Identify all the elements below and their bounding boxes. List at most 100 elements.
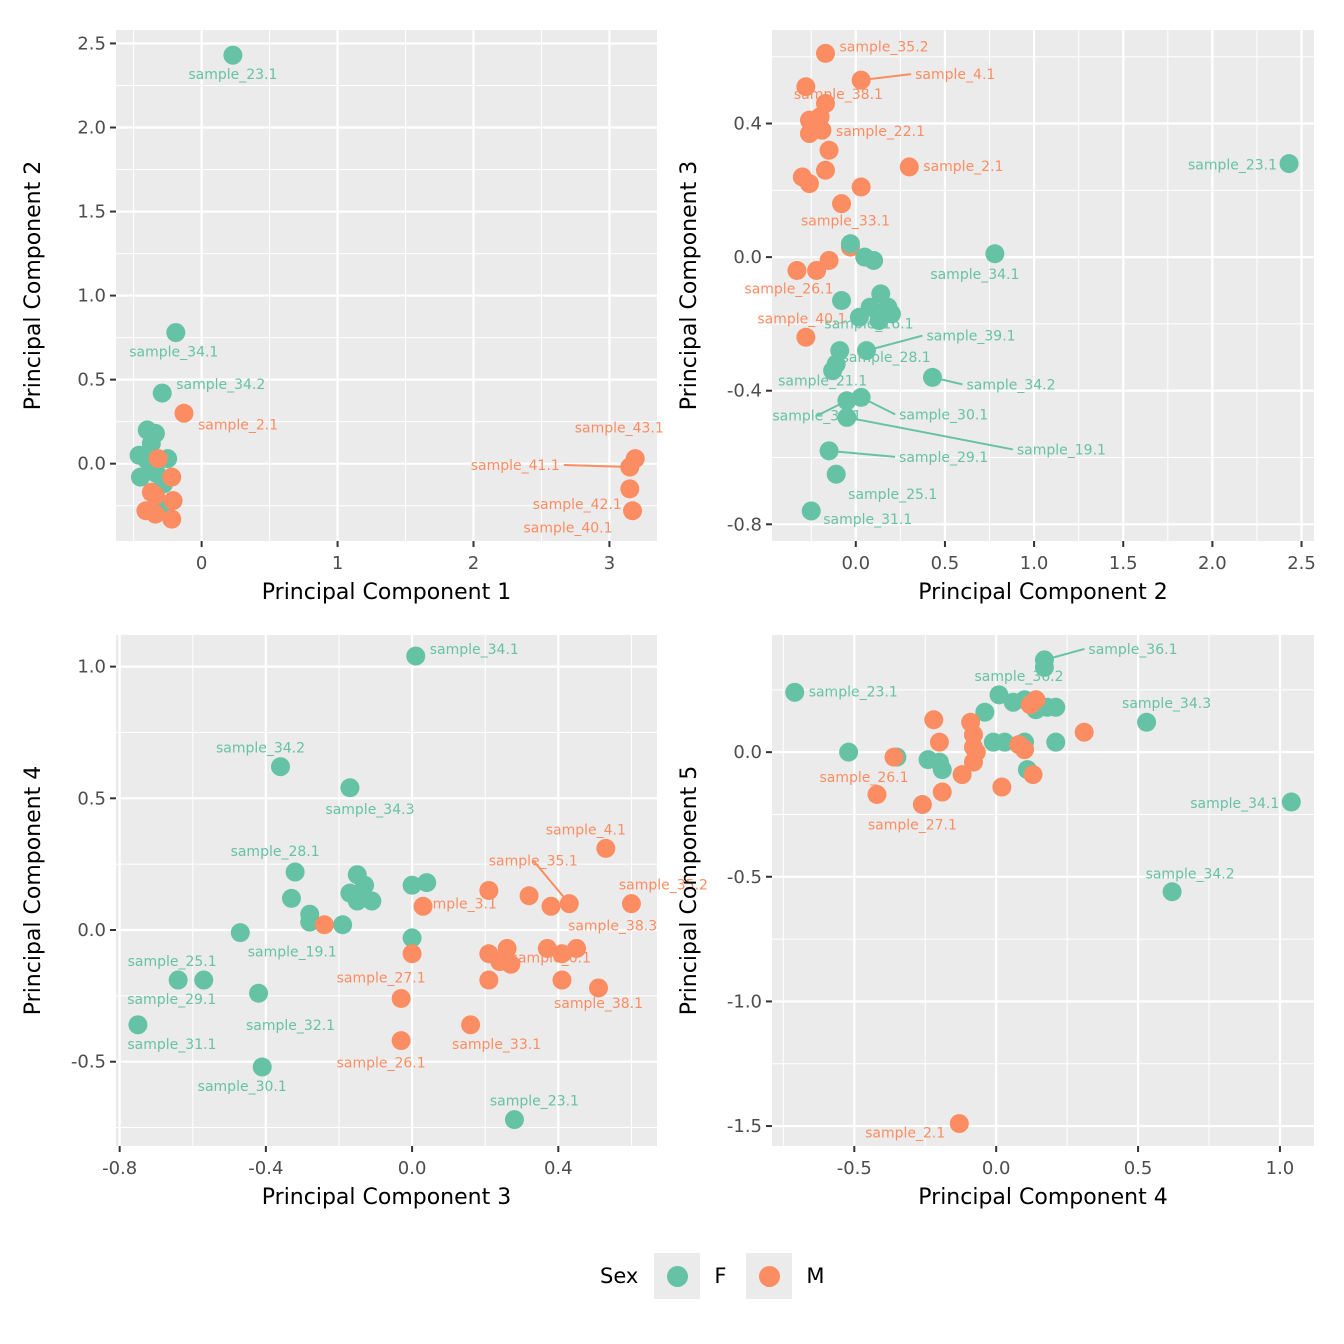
point-label: sample_40.1 [523,521,612,537]
data-point-M [1020,695,1040,715]
data-point-F [826,354,846,374]
y-tick-label: -1.0 [727,991,762,1012]
label-leader-line [828,449,896,458]
point-label: sample_34.1 [1190,796,1279,812]
point-labels: sample_23.1sample_36.1sample_36.2sample_… [809,642,1280,1142]
y-tick-label: 0.4 [733,114,762,135]
data-point-M [867,785,887,805]
data-point-F [837,391,857,411]
data-point-M [812,120,832,140]
point-label: sample_23.1 [188,67,277,83]
data-point-F [252,1057,272,1077]
data-point-F [869,311,889,331]
y-tick-label: 0.0 [733,742,762,763]
point-label: sample_39.1 [926,329,1015,345]
label-leader-line [846,416,1014,451]
point-label: sample_23.1 [490,1094,579,1110]
data-point-M [537,938,557,958]
x-tick-label: 1.5 [1109,553,1138,574]
data-point-M [402,944,422,964]
x-tick-label: -0.8 [102,1158,137,1179]
point-label: sample_40.1 [757,311,846,327]
point-label: sample_35.1 [489,854,578,870]
data-point-F [785,682,805,702]
data-point-F [152,383,172,403]
data-point-M [391,988,411,1008]
point-label: sample_4.1 [915,67,995,83]
y-axis-title: Principal Component 2 [21,161,46,410]
data-point-F [840,234,860,254]
x-tick-label: 0.0 [398,1158,427,1179]
point-label: sample_36.1 [1088,642,1177,658]
point-label: sample_26.1 [744,281,833,297]
y-tick-label: 0.5 [77,370,106,391]
y-tick-label: 0.0 [733,247,762,268]
data-point-M [148,449,168,469]
y-tick-label: 2.5 [77,33,106,54]
data-point-M [1023,765,1043,785]
legend-dot-F-icon [666,1265,688,1287]
data-point-F [832,291,852,311]
panel-1: 0 1 2 3 0.0 0.5 1.0 1.5 2.0 2.5 Principal Componen… [21,30,664,605]
data-point-F [300,912,320,932]
y-tick-label: 1.5 [77,202,106,223]
point-labels: sample_35.2 sample_4.1 sample_38.1 sample_2… [744,39,1277,528]
data-point-M [519,886,539,906]
data-point-F [1046,732,1066,752]
x-tick-label: 0.5 [1124,1158,1153,1179]
point-label: sample_25.1 [128,954,217,970]
point-label: sample_34.2 [966,377,1055,393]
x-tick-label: 1.0 [1266,1158,1295,1179]
data-point-M [620,457,640,477]
x-tick-label: 1 [332,553,343,574]
point-label: sample_31.1 [127,1037,216,1053]
data-point-F [355,875,375,895]
data-point-F [922,367,942,387]
point-label: sample_35.2 [619,878,708,894]
x-axis-title: Principal Component 2 [918,580,1167,605]
y-tick-label: 0.0 [77,920,106,941]
point-label: sample_29.1 [127,992,216,1008]
point-labels: sample_34.1 sample_34.2 sample_34.3 sample_… [127,642,708,1110]
data-point-F [837,407,857,427]
panel-2: 0.0 0.5 1.0 1.5 2.0 2.5 -0.8 -0.4 0.0 0.4 Principa… [677,30,1316,605]
data-point-M [819,140,839,160]
data-point-F [1137,712,1157,732]
point-label: sample_19.1 [248,945,337,961]
data-point-F [417,873,437,893]
y-axis-title: Principal Component 5 [677,766,702,1015]
point-label: sample_26.1 [337,1056,426,1072]
data-point-M [461,1015,481,1035]
point-label: sample_30.1 [198,1079,287,1095]
data-point-M [162,467,182,487]
point-label: sample_34.1 [930,267,1019,283]
point-label: sample_33.1 [801,214,890,230]
point-label: sample_19.1 [1017,442,1106,458]
data-point-M [620,479,640,499]
y-tick-label: -0.5 [727,867,762,888]
point-label: sample_21.1 [778,374,867,390]
data-point-F [281,888,301,908]
data-point-F [839,742,859,762]
point-labels: sample_23.1 sample_34.1 sample_34.2 sample_… [129,67,664,537]
x-axis-title: Principal Component 1 [262,580,511,605]
x-tick-label: 0.4 [544,1158,573,1179]
data-point-F [402,928,422,948]
data-point-M [552,944,572,964]
legend: Sex F M [600,1252,825,1300]
data-point-M [162,509,182,529]
data-point-M [796,77,816,97]
data-point-F [141,434,161,454]
data-point-M [992,777,1012,797]
panel-background [772,635,1314,1146]
point-label: sample_38.1 [554,996,643,1012]
data-point-F [989,685,1009,705]
y-tick-label: 0.5 [77,788,106,809]
x-tick-label: -0.5 [837,1158,872,1179]
data-point-F [168,970,188,990]
point-label: sample_28.1 [842,350,931,366]
data-point-M [851,177,871,197]
x-tick-label: 2.5 [1287,553,1316,574]
point-label: sample_35.2 [839,39,928,55]
